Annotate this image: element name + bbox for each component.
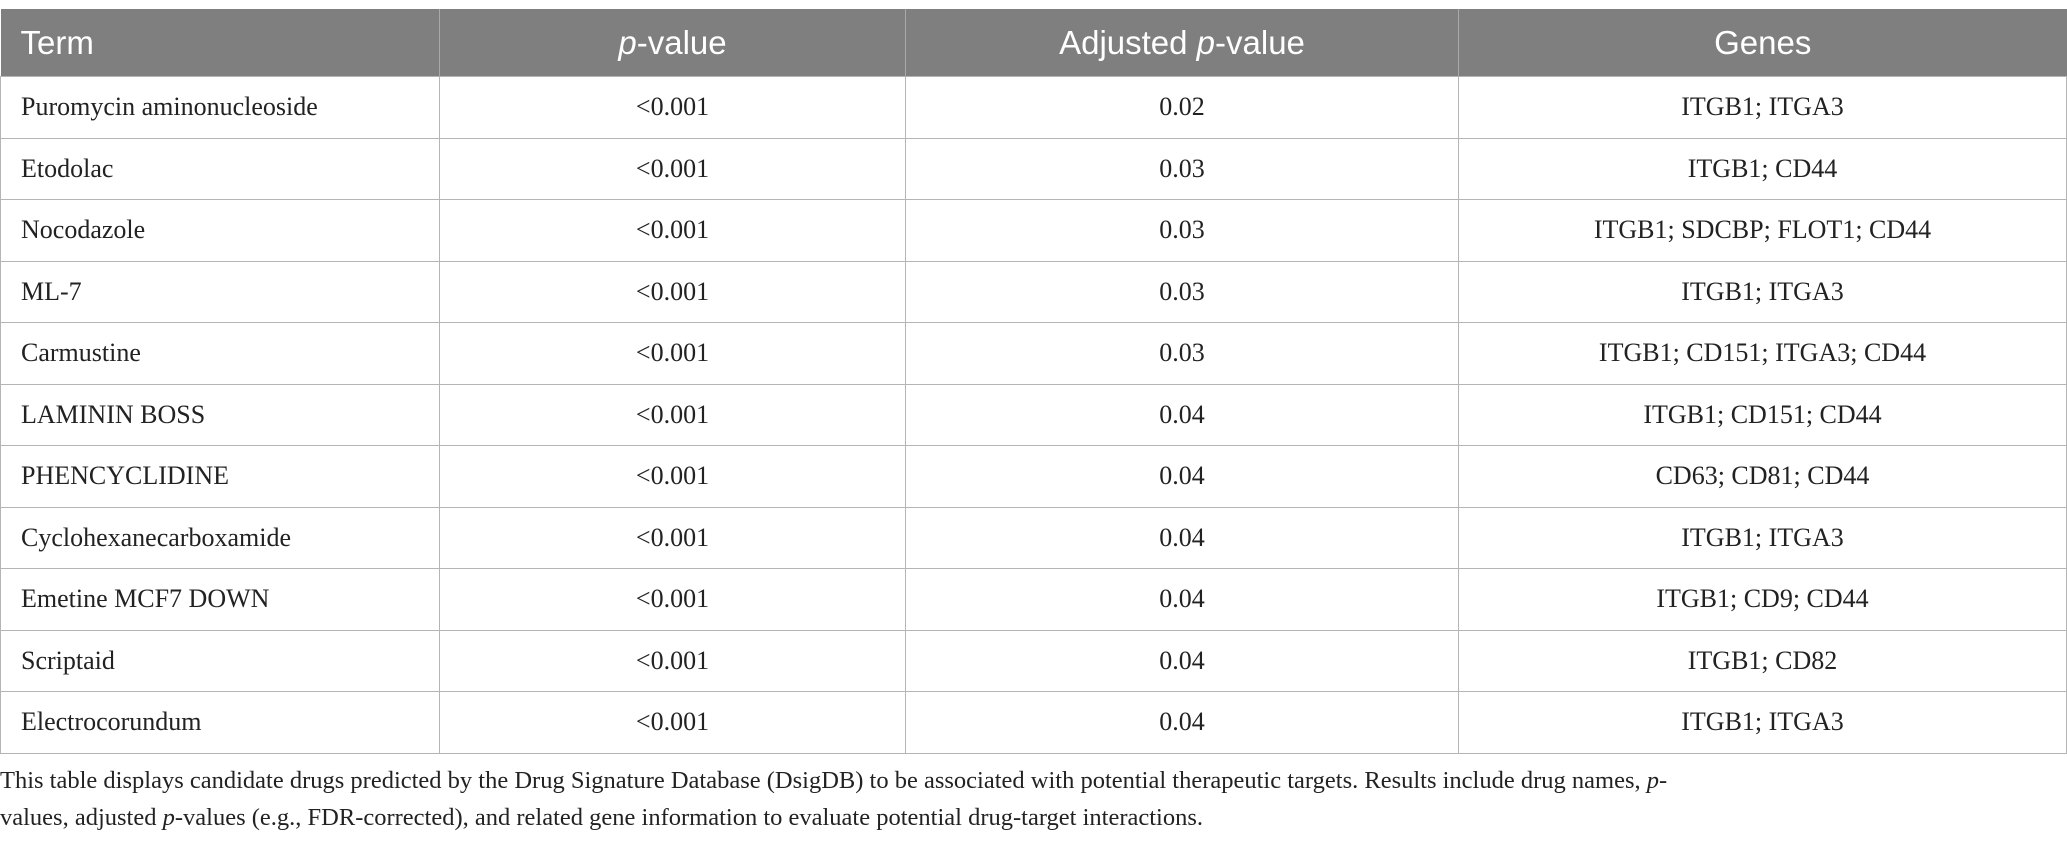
term-cell: Cyclohexanecarboxamide	[0, 506, 440, 569]
footnote-text: -values, adjusted	[0, 767, 1668, 831]
term-cell: ML-7	[0, 260, 440, 323]
value-cell: 0.03	[905, 260, 1459, 323]
term-cell: PHENCYCLIDINE	[0, 445, 440, 508]
table-row: Scriptaid <0.001 0.04 ITGB1; CD82	[0, 629, 2067, 692]
genes-cell: ITGB1; SDCBP; FLOT1; CD44	[1458, 199, 2067, 262]
value-cell: 0.04	[905, 629, 1459, 692]
table-row: Emetine MCF7 DOWN <0.001 0.04 ITGB1; CD9; C…	[0, 568, 2067, 631]
value-cell: 0.02	[905, 76, 1459, 139]
term-cell: Nocodazole	[0, 199, 440, 262]
drug-table: Term p-value Adjusted p-value Genes Puro…	[0, 9, 2067, 754]
header-text: Adjusted	[1059, 23, 1197, 61]
genes-cell: ITGB1; CD151; ITGA3; CD44	[1458, 322, 2067, 385]
genes-cell: ITGB1; ITGA3	[1458, 506, 2067, 569]
genes-cell: CD63; CD81; CD44	[1458, 445, 2067, 508]
table-row: PHENCYCLIDINE <0.001 0.04 CD63; CD81; CD44	[0, 445, 2067, 508]
value-cell: <0.001	[439, 629, 906, 692]
genes-cell: ITGB1; CD151; CD44	[1458, 383, 2067, 446]
header-row: Term p-value Adjusted p-value Genes	[0, 9, 2067, 77]
term-cell: LAMININ BOSS	[0, 383, 440, 446]
value-cell: <0.001	[439, 76, 906, 139]
genes-cell: ITGB1; ITGA3	[1458, 260, 2067, 323]
header-text: -value	[1215, 23, 1305, 61]
genes-cell: ITGB1; CD9; CD44	[1458, 568, 2067, 631]
footnote: This table displays candidate drugs pred…	[0, 762, 1700, 836]
term-cell: Etodolac	[0, 137, 440, 200]
table-row: LAMININ BOSS <0.001 0.04 ITGB1; CD151; CD44	[0, 383, 2067, 446]
footnote-text: This table displays candidate drugs pred…	[0, 767, 1647, 794]
value-cell: <0.001	[439, 568, 906, 631]
header-text: Term	[20, 23, 94, 61]
header-text: p	[618, 23, 637, 61]
genes-cell: ITGB1; CD82	[1458, 629, 2067, 692]
value-cell: <0.001	[439, 199, 906, 262]
term-cell: Carmustine	[0, 322, 440, 385]
term-cell: Electrocorundum	[0, 691, 440, 754]
table-row: Puromycin aminonucleoside <0.001 0.02 ITGB1…	[0, 76, 2067, 139]
table-body: Puromycin aminonucleoside <0.001 0.02 ITGB1…	[0, 76, 2067, 754]
footnote-text: p	[1646, 767, 1659, 794]
value-cell: 0.03	[905, 199, 1459, 262]
table-row: Electrocorundum <0.001 0.04 ITGB1; ITGA3	[0, 691, 2067, 754]
value-cell: <0.001	[439, 322, 906, 385]
footnote-text: p	[162, 804, 175, 831]
header-cell: p-value	[439, 9, 906, 77]
header-cell: Genes	[1458, 9, 2067, 77]
header-text: Genes	[1714, 23, 1812, 61]
header-cell: Term	[0, 9, 440, 77]
term-cell: Emetine MCF7 DOWN	[0, 568, 440, 631]
value-cell: 0.04	[905, 383, 1459, 446]
table-row: Carmustine <0.001 0.03 ITGB1; CD151; ITGA3;…	[0, 322, 2067, 385]
footnote-text: -values (e.g., FDR-corrected), and relat…	[174, 804, 1204, 831]
table-row: Nocodazole <0.001 0.03 ITGB1; SDCBP; FLOT1;…	[0, 199, 2067, 262]
header-text: -value	[636, 23, 727, 61]
value-cell: 0.04	[905, 506, 1459, 569]
value-cell: <0.001	[439, 506, 906, 569]
value-cell: <0.001	[439, 691, 906, 754]
term-cell: Puromycin aminonucleoside	[0, 76, 440, 139]
header-text: p	[1196, 23, 1216, 61]
value-cell: 0.03	[905, 322, 1459, 385]
value-cell: 0.04	[905, 445, 1459, 508]
header-cell: Adjusted p-value	[905, 9, 1459, 77]
value-cell: <0.001	[439, 445, 906, 508]
value-cell: 0.03	[905, 137, 1459, 200]
table-row: Cyclohexanecarboxamide <0.001 0.04 ITGB1; I…	[0, 506, 2067, 569]
table-row: ML-7 <0.001 0.03 ITGB1; ITGA3	[0, 260, 2067, 323]
value-cell: <0.001	[439, 383, 906, 446]
genes-cell: ITGB1; ITGA3	[1458, 76, 2067, 139]
table-row: Etodolac <0.001 0.03 ITGB1; CD44	[0, 137, 2067, 200]
value-cell: <0.001	[439, 260, 906, 323]
value-cell: 0.04	[905, 568, 1459, 631]
genes-cell: ITGB1; ITGA3	[1458, 691, 2067, 754]
term-cell: Scriptaid	[0, 629, 440, 692]
value-cell: 0.04	[905, 691, 1459, 754]
table-head: Term p-value Adjusted p-value Genes	[0, 9, 2067, 77]
value-cell: <0.001	[439, 137, 906, 200]
genes-cell: ITGB1; CD44	[1458, 137, 2067, 200]
